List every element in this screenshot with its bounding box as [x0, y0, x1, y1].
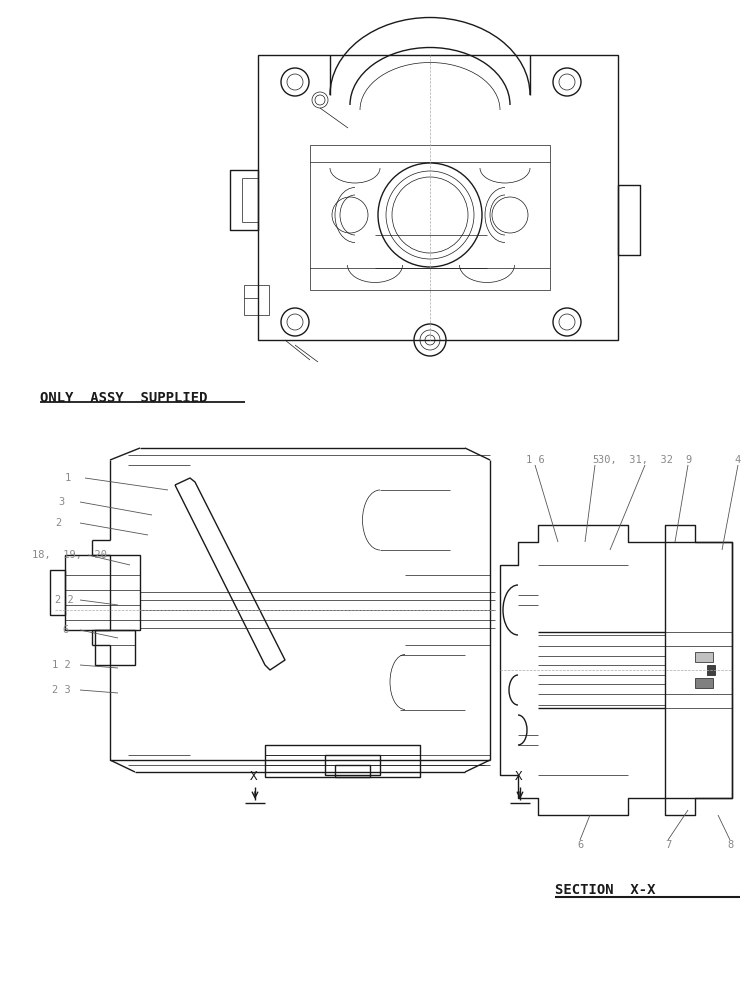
Text: 1 6: 1 6 [526, 455, 544, 465]
Bar [258, 55, 618, 340]
Bar [265, 745, 420, 777]
Bar [265, 745, 420, 755]
Text: 30,  31,  32: 30, 31, 32 [598, 455, 672, 465]
Bar [310, 145, 550, 290]
Text: X: X [250, 770, 257, 784]
Text: 4: 4 [735, 455, 741, 465]
Text: 2: 2 [55, 518, 61, 528]
Bar [707, 665, 715, 675]
Text: 1 2: 1 2 [52, 660, 71, 670]
Bar [335, 765, 370, 777]
Text: 6: 6 [577, 840, 583, 850]
Text: 5: 5 [592, 455, 598, 465]
Text: 9: 9 [685, 455, 691, 465]
Bar [695, 678, 713, 688]
Bar [244, 285, 269, 315]
Text: 1: 1 [65, 473, 71, 483]
Text: 2 2: 2 2 [55, 595, 74, 605]
Text: 7: 7 [665, 840, 671, 850]
Bar [95, 630, 135, 665]
Text: 6: 6 [62, 625, 68, 635]
Text: 8: 8 [727, 840, 733, 850]
Bar [65, 555, 140, 630]
Bar [665, 542, 732, 798]
Bar [325, 755, 380, 775]
Bar [695, 652, 713, 662]
Text: ONLY  ASSY  SUPPLIED: ONLY ASSY SUPPLIED [40, 391, 208, 405]
Bar [50, 570, 65, 615]
Text: 3: 3 [58, 497, 64, 507]
Text: 18,  19,  20: 18, 19, 20 [32, 550, 107, 560]
Text: SECTION  X-X: SECTION X-X [555, 883, 656, 897]
Text: X: X [515, 770, 523, 784]
Text: 2 3: 2 3 [52, 685, 71, 695]
